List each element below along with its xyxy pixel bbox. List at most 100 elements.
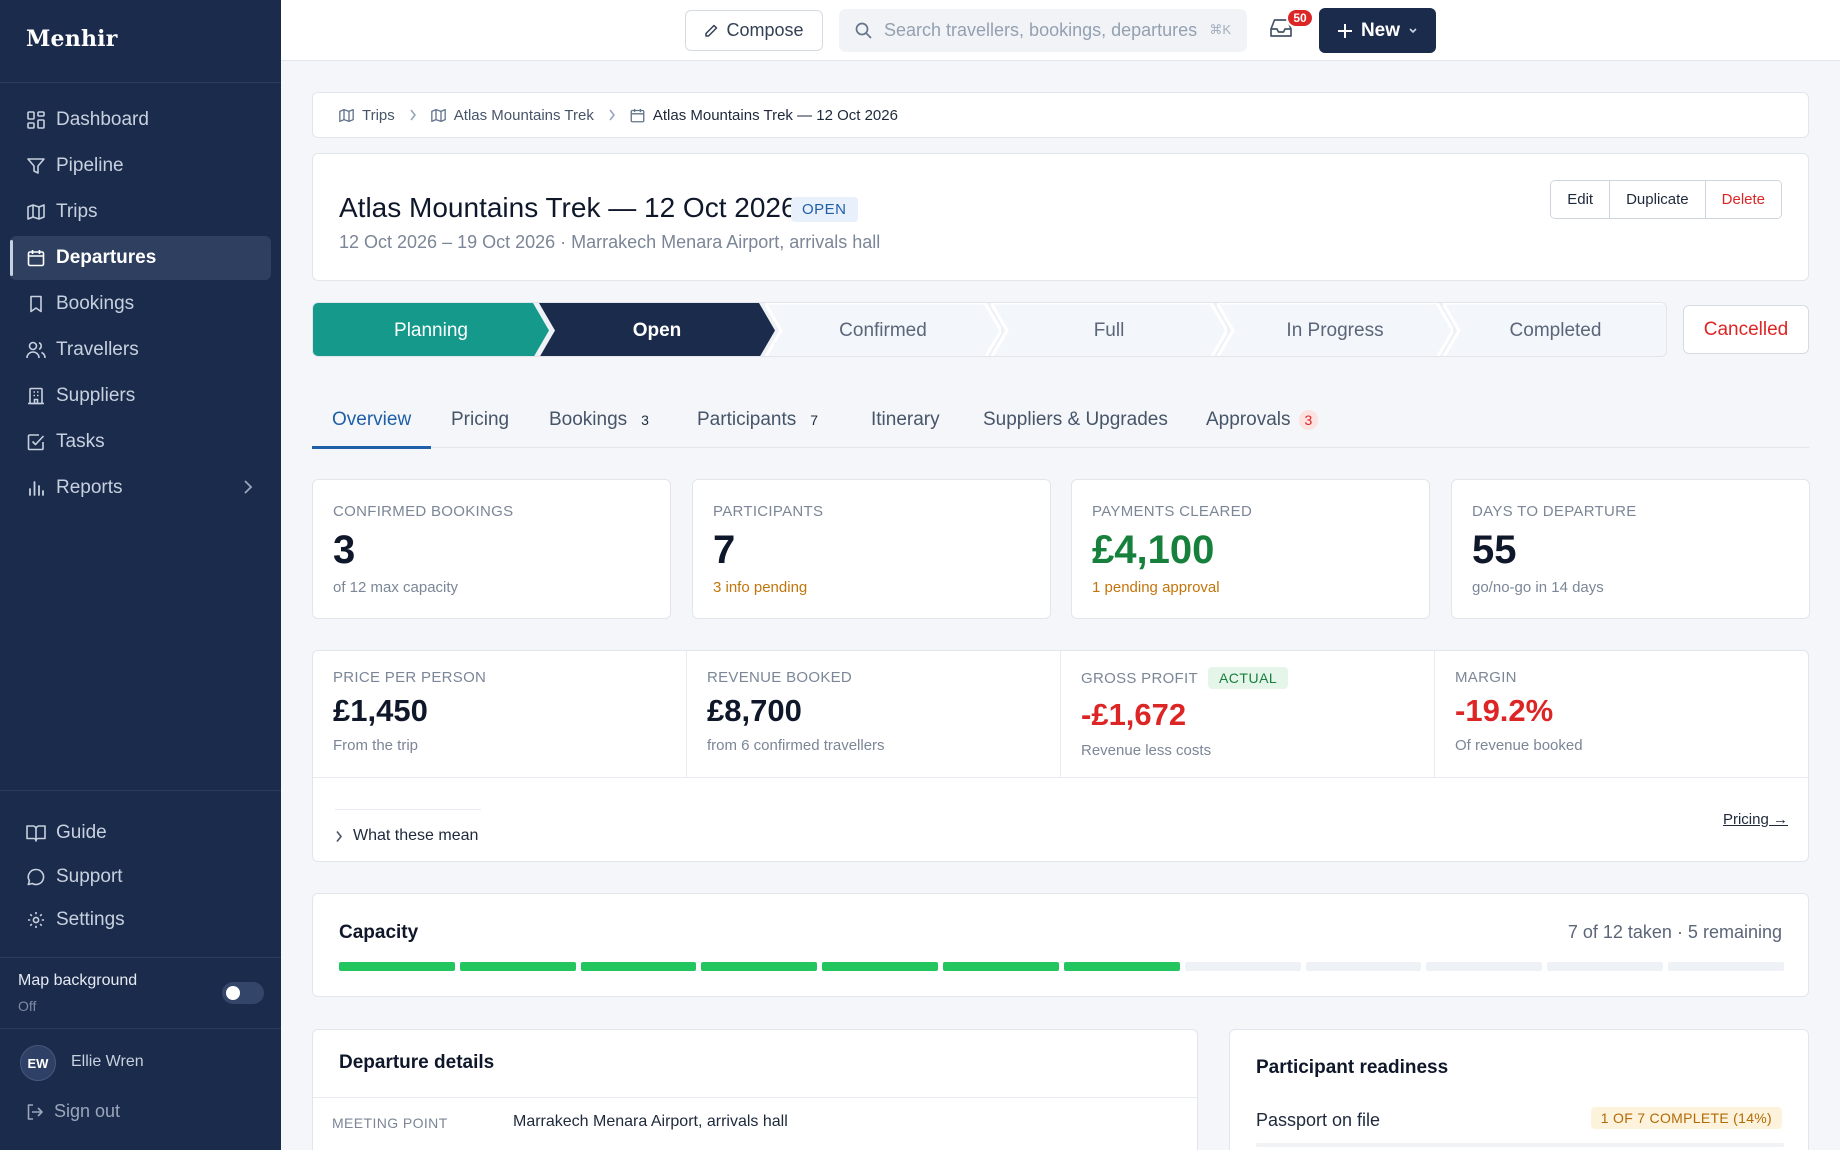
sidebar-item-guide[interactable]: Guide (10, 811, 271, 855)
search-bar[interactable]: ⌘K (839, 9, 1247, 52)
sign-out-label: Sign out (54, 1101, 121, 1121)
tab-itinerary[interactable]: Itinerary (871, 392, 940, 448)
breadcrumb-trip[interactable]: Atlas Mountains Trek (430, 106, 594, 124)
search-input[interactable] (884, 20, 1204, 41)
divider (313, 777, 1808, 778)
stat-label: DAYS TO DEPARTURE (1472, 503, 1637, 520)
breadcrumb-label: Atlas Mountains Trek (453, 106, 594, 124)
sidebar-item-support[interactable]: Support (10, 855, 271, 899)
sidebar-item-settings[interactable]: Settings (10, 898, 271, 942)
capacity-segment-taken (580, 962, 697, 971)
pricing-link[interactable]: Pricing → (1722, 811, 1788, 828)
map-icon (339, 108, 354, 123)
tab-participants[interactable]: Participants 7 (697, 392, 818, 448)
chevron-right-icon (608, 109, 616, 121)
tab-label: Participants (697, 409, 797, 430)
breadcrumb-label: Trips (362, 106, 395, 124)
compose-label: Compose (726, 20, 804, 40)
pipeline-stage-in-progress[interactable]: In Progress (1217, 303, 1453, 356)
pipeline-stage-planning[interactable]: Planning (313, 303, 549, 356)
readiness-progress-track (1256, 1143, 1784, 1147)
capacity-segment-taken (339, 962, 455, 971)
map-background-toggle[interactable] (222, 982, 264, 1004)
fin-subtext: From the trip (333, 737, 419, 754)
fin-label: PRICE PER PERSON (333, 669, 487, 686)
cancelled-stage-button[interactable]: Cancelled (1683, 305, 1809, 354)
fin-subtext: Revenue less costs (1081, 742, 1212, 759)
sidebar-item-label: Guide (56, 822, 107, 843)
readiness-title: Participant readiness (1256, 1057, 1449, 1078)
capacity-card: Capacity 7 of 12 taken · 5 remaining (312, 893, 1809, 997)
fin-revenue-booked: REVENUE BOOKED £8,700 from 6 confirmed t… (687, 651, 1061, 777)
what-these-mean-toggle[interactable]: What these mean (335, 827, 478, 845)
stage-label: Completed (1509, 319, 1602, 341)
brand-logo[interactable]: Menhir (26, 26, 118, 52)
filter-icon (26, 156, 46, 176)
breadcrumb-current: Atlas Mountains Trek — 12 Oct 2026 (630, 107, 898, 124)
fin-label-row: GROSS PROFIT ACTUAL (1081, 667, 1289, 689)
bookmark-icon (26, 294, 46, 314)
capacity-segment-free (1426, 962, 1543, 971)
detail-value: Marrakech Menara Airport, arrivals hall (513, 1113, 788, 1130)
stage-label: Open (632, 319, 682, 341)
tab-bookings[interactable]: Bookings 3 (549, 392, 649, 448)
tab-label: Bookings (549, 409, 628, 430)
capacity-segment-free (1547, 962, 1664, 971)
pencil-icon (704, 24, 718, 38)
capacity-segment-taken (822, 962, 939, 971)
fin-value: -£1,672 (1081, 697, 1187, 732)
tab-approvals[interactable]: Approvals 3 (1206, 392, 1319, 448)
tab-suppliers-upgrades[interactable]: Suppliers & Upgrades (983, 392, 1168, 448)
tab-count: 3 (641, 412, 649, 428)
sidebar-item-label: Pipeline (56, 155, 124, 176)
inbox-button[interactable]: 50 (1270, 8, 1314, 44)
compose-button[interactable]: Compose (685, 10, 823, 51)
pipeline-stage-confirmed[interactable]: Confirmed (765, 303, 1001, 356)
inbox-icon (1270, 18, 1296, 38)
plus-icon (1337, 23, 1353, 39)
sidebar-item-label: Bookings (56, 293, 135, 314)
map-background-label: Map background (18, 972, 138, 989)
tab-bar: Overview Pricing Bookings 3 Participants… (311, 392, 1809, 449)
breadcrumb-trips[interactable]: Trips (339, 107, 395, 124)
pipeline-stage-open[interactable]: Open (539, 303, 775, 356)
fin-gross-profit: GROSS PROFIT ACTUAL -£1,672 Revenue less … (1061, 651, 1435, 777)
top-bar: Compose ⌘K 50 New (281, 0, 1840, 61)
sidebar-item-reports[interactable]: Reports (10, 466, 271, 510)
chat-icon (26, 867, 46, 887)
readiness-item-label: Passport on file (1256, 1110, 1381, 1130)
delete-button[interactable]: Delete (1704, 181, 1781, 218)
new-button[interactable]: New (1319, 8, 1436, 53)
sidebar-item-suppliers[interactable]: Suppliers (10, 374, 271, 418)
sidebar-item-travellers[interactable]: Travellers (10, 328, 271, 372)
sidebar-item-tasks[interactable]: Tasks (10, 420, 271, 464)
sidebar-item-departures[interactable]: Departures (10, 236, 271, 280)
sidebar-item-label: Departures (56, 247, 157, 268)
sidebar-item-label: Settings (56, 909, 125, 930)
header-actions: Edit Duplicate Delete (1550, 180, 1782, 219)
pipeline-stage-full[interactable]: Full (991, 303, 1227, 356)
new-label: New (1360, 19, 1401, 41)
sidebar-item-dashboard[interactable]: Dashboard (10, 98, 271, 142)
sidebar-item-bookings[interactable]: Bookings (10, 282, 271, 326)
status-pipeline: Planning Open Confirmed Full In Progress… (312, 302, 1667, 357)
avatar[interactable]: EW (20, 1045, 56, 1081)
sign-out-icon (26, 1103, 44, 1121)
capacity-bar (339, 962, 1784, 971)
tab-overview[interactable]: Overview (311, 392, 432, 449)
stat-label: CONFIRMED BOOKINGS (333, 503, 514, 520)
sidebar-item-trips[interactable]: Trips (10, 190, 271, 234)
sign-out-button[interactable]: Sign out (26, 1101, 120, 1122)
dashboard-icon (26, 110, 46, 130)
sidebar-item-pipeline[interactable]: Pipeline (10, 144, 271, 188)
edit-button[interactable]: Edit (1551, 181, 1610, 218)
duplicate-button[interactable]: Duplicate (1609, 181, 1705, 218)
stat-subtext: 1 pending approval (1092, 579, 1220, 596)
tab-pricing[interactable]: Pricing (451, 392, 509, 448)
capacity-segment-free (1668, 962, 1784, 971)
stage-label: In Progress (1286, 319, 1384, 341)
sidebar-item-label: Dashboard (56, 109, 149, 130)
stat-label: PAYMENTS CLEARED (1092, 503, 1253, 520)
pipeline-stage-completed[interactable]: Completed (1443, 303, 1666, 356)
fin-price-per-person: PRICE PER PERSON £1,450 From the trip (313, 651, 687, 777)
